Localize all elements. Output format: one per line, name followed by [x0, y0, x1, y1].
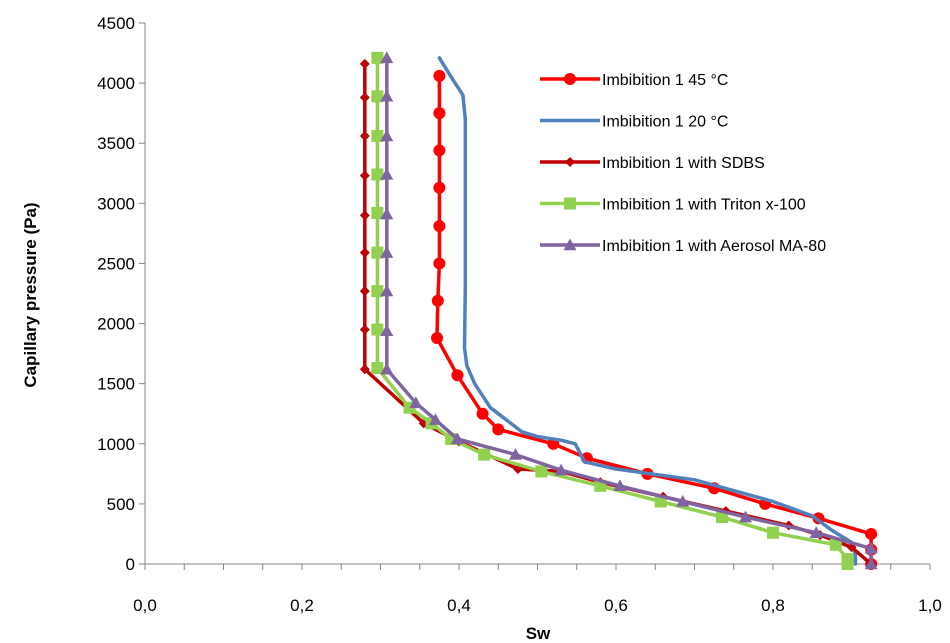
data-point — [371, 51, 384, 64]
y-tick-label: 4500 — [97, 14, 135, 33]
x-axis-title: Sw — [526, 624, 551, 643]
x-tick-label: 0,8 — [761, 596, 785, 615]
y-tick-label: 4000 — [97, 74, 135, 93]
data-point — [433, 257, 446, 270]
data-point — [359, 210, 370, 221]
data-point — [451, 369, 464, 382]
data-point — [380, 89, 394, 102]
data-point — [613, 479, 627, 492]
data-point — [359, 364, 370, 375]
legend-item: Imbibition 1 45 °C — [540, 72, 728, 89]
data-point — [371, 168, 384, 181]
data-point — [509, 448, 523, 460]
y-tick-label: 1500 — [97, 375, 135, 394]
series-5 — [380, 51, 878, 570]
x-tick-label: 0,6 — [604, 596, 628, 615]
data-point — [380, 246, 394, 258]
data-point — [715, 511, 728, 524]
legend-label: Imbibition 1 with SDBS — [602, 155, 765, 172]
legend-marker — [565, 157, 575, 167]
data-point — [380, 129, 394, 142]
legend-marker — [563, 238, 577, 251]
series-line — [385, 56, 873, 566]
data-point — [371, 323, 384, 336]
data-point — [864, 557, 878, 570]
data-point — [433, 69, 446, 82]
data-point — [829, 538, 842, 551]
data-point — [380, 51, 394, 64]
data-point — [535, 465, 548, 478]
x-tick-label: 1,0 — [918, 596, 942, 615]
data-point — [431, 294, 444, 307]
legend-marker — [564, 73, 576, 85]
series-line — [437, 56, 858, 566]
data-point — [492, 423, 505, 436]
data-point — [371, 206, 384, 219]
data-point — [359, 92, 370, 103]
x-tick-label: 0,4 — [447, 596, 471, 615]
data-point — [478, 448, 491, 461]
data-point — [380, 362, 394, 375]
data-point — [864, 541, 878, 554]
data-point — [380, 284, 394, 297]
legend-label: Imbibition 1 20 °C — [602, 114, 728, 131]
legend-item: Imbibition 1 20 °C — [540, 114, 728, 131]
data-point — [359, 324, 370, 335]
data-point — [428, 413, 442, 425]
legend-label: Imbibition 1 45 °C — [602, 72, 728, 89]
data-point — [431, 331, 444, 344]
data-point — [739, 510, 753, 523]
data-point — [433, 107, 446, 120]
data-point — [865, 527, 878, 540]
y-tick-label: 3500 — [97, 134, 135, 153]
y-tick-label: 0 — [126, 555, 135, 574]
x-tick-label: 0,0 — [133, 596, 157, 615]
data-point — [767, 526, 779, 539]
data-point — [371, 246, 384, 259]
series-line — [375, 56, 850, 566]
y-tick-label: 2000 — [97, 315, 135, 334]
data-point — [380, 324, 394, 336]
data-point — [380, 207, 394, 220]
series-2 — [437, 56, 858, 566]
data-point — [371, 130, 384, 143]
y-axis-title: Capillary pressure (Pa) — [21, 202, 40, 387]
legend-item: Imbibition 1 with Triton x-100 — [540, 197, 806, 214]
data-point — [380, 167, 394, 180]
data-point — [359, 247, 370, 258]
legend-marker — [564, 197, 576, 210]
data-point — [433, 220, 446, 233]
legend-label: Imbibition 1 with Triton x-100 — [602, 197, 806, 214]
data-point — [359, 170, 370, 181]
data-point — [371, 90, 384, 103]
data-point — [554, 463, 568, 476]
y-tick-label: 2500 — [97, 254, 135, 273]
data-point — [359, 131, 370, 142]
y-tick-label: 1000 — [97, 435, 135, 454]
data-point — [433, 181, 446, 194]
data-point — [476, 407, 489, 420]
axes: 0 500 1000 1500 2000 2500 3000 3500 4000 4500 0,0 0… — [97, 14, 942, 615]
y-tick-label: 3000 — [97, 194, 135, 213]
legend-item: Imbibition 1 with Aerosol MA-80 — [540, 238, 826, 255]
data-point — [409, 396, 423, 409]
data-point — [676, 494, 690, 507]
legend: Imbibition 1 45 °C Imbibition 1 20 °C Imbi… — [540, 72, 826, 255]
data-point — [841, 558, 854, 570]
data-point — [359, 58, 370, 69]
data-point — [433, 144, 446, 157]
data-point — [809, 526, 823, 538]
y-tick-label: 500 — [107, 495, 135, 514]
series-layer — [359, 51, 878, 570]
data-point — [371, 362, 384, 375]
x-tick-label: 0,2 — [290, 596, 314, 615]
series-line — [435, 74, 873, 566]
data-point — [359, 286, 370, 297]
legend-item: Imbibition 1 with SDBS — [540, 155, 765, 172]
data-point — [450, 432, 464, 445]
legend-label: Imbibition 1 with Aerosol MA-80 — [602, 238, 826, 255]
data-point — [371, 285, 384, 298]
